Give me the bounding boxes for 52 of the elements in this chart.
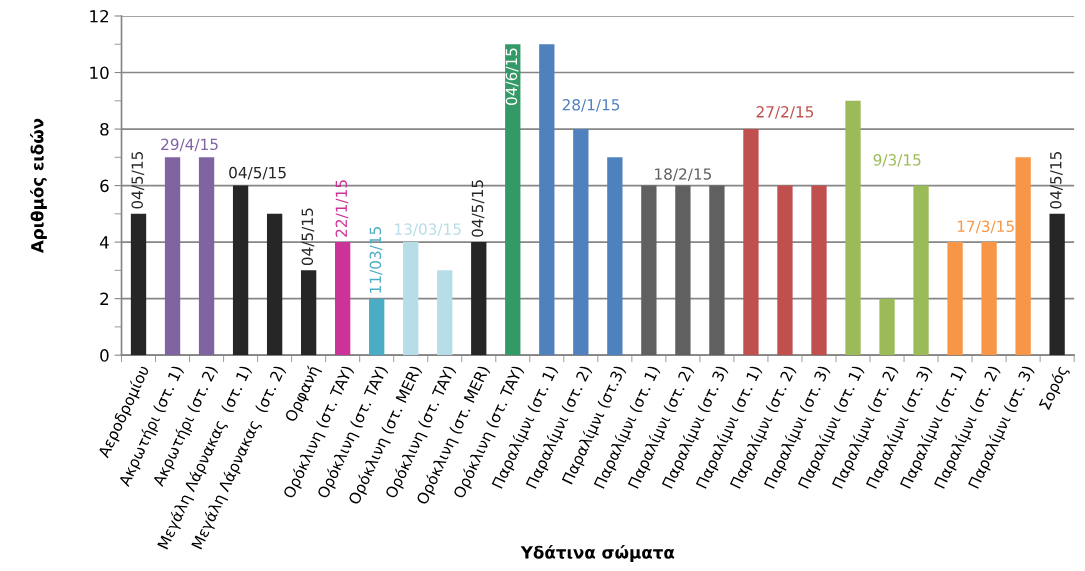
annotation: 29/4/15 <box>161 138 218 152</box>
bar <box>879 298 895 356</box>
bar <box>641 185 657 356</box>
y-tick-label: 10 <box>90 66 109 80</box>
bar <box>437 270 453 356</box>
bar <box>675 185 691 356</box>
annotation: 27/2/15 <box>756 106 814 119</box>
bar <box>811 185 827 356</box>
annotation: 04/5/15 <box>131 152 145 209</box>
x-axis-title: Υδάτινα σώματα <box>520 545 675 562</box>
annotation: 22/1/15 <box>335 180 349 237</box>
annotation: 28/1/15 <box>562 98 620 112</box>
y-tick-label: 2 <box>100 292 109 305</box>
bar <box>777 185 793 356</box>
y-tick-label: 0 <box>100 349 109 362</box>
y-tick-label: 6 <box>100 179 109 193</box>
bar <box>164 157 181 356</box>
bar <box>913 185 929 356</box>
bar <box>232 185 249 356</box>
bar <box>198 157 215 356</box>
bar <box>300 270 317 356</box>
bar <box>403 242 419 356</box>
annotation: 11/03/15 <box>369 227 383 293</box>
bar <box>369 298 385 356</box>
bar <box>130 213 147 356</box>
bar <box>1015 157 1031 356</box>
annotation: 17/3/15 <box>957 220 1014 234</box>
annotation: 04/5/15 <box>471 180 485 237</box>
y-tick-label: 4 <box>99 236 109 249</box>
y-tick-label: 8 <box>100 123 109 136</box>
bar <box>947 242 963 356</box>
bar <box>573 129 589 356</box>
annotation: 18/2/15 <box>655 168 711 181</box>
bar <box>471 242 487 356</box>
annotation: 04/5/15 <box>1050 152 1063 209</box>
annotation: 9/3/15 <box>873 154 921 167</box>
annotation: 04/6/15 <box>505 48 519 105</box>
bar <box>505 44 521 356</box>
bar <box>607 157 623 356</box>
annotation: 04/5/15 <box>229 166 286 180</box>
bar <box>981 242 997 356</box>
bar <box>845 100 861 356</box>
bar <box>539 44 555 356</box>
bar <box>1049 213 1065 356</box>
bar <box>709 185 725 356</box>
bar <box>266 213 283 356</box>
bar <box>335 242 351 356</box>
y-tick-label: 12 <box>90 9 109 23</box>
y-axis-title: Αριθμός ειδών <box>30 118 47 254</box>
annotation: 04/5/15 <box>301 208 315 266</box>
bar <box>743 129 759 356</box>
annotation: 13/03/15 <box>395 223 461 237</box>
